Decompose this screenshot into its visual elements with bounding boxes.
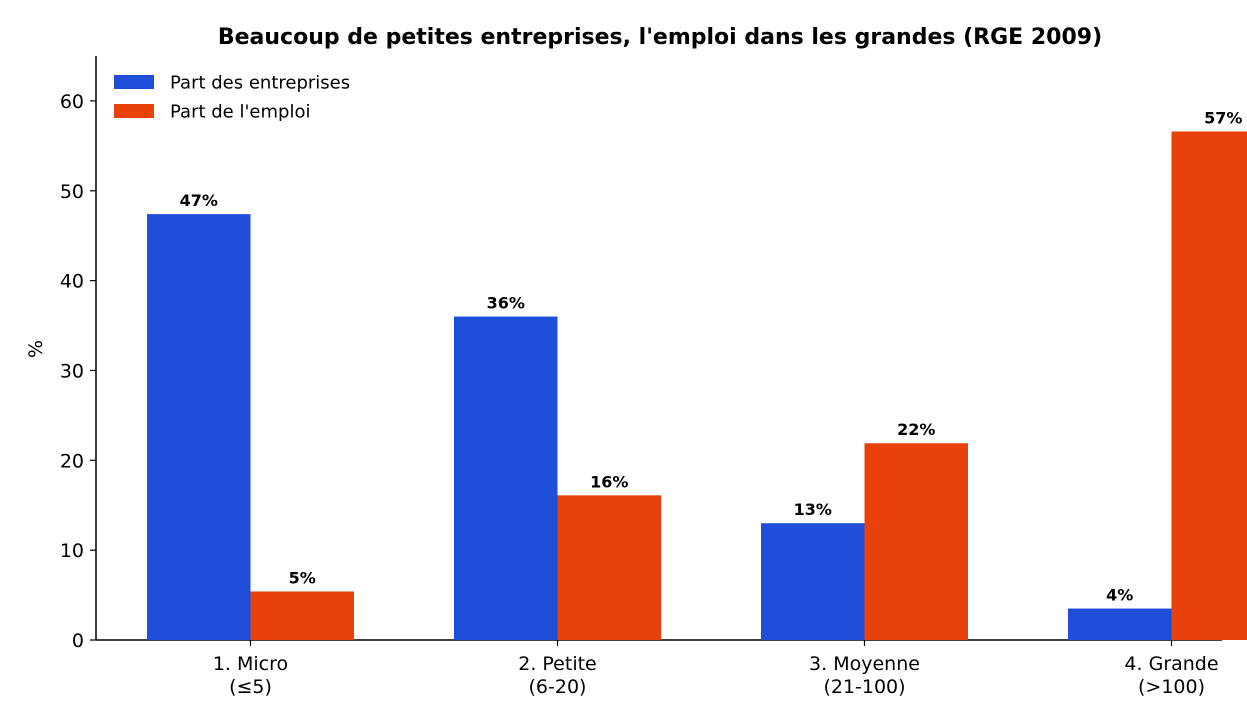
bar [1171,131,1247,640]
x-tick-label: 1. Micro [213,653,288,675]
bar [864,443,968,640]
bar-value-label: 5% [289,568,316,587]
y-tick-label: 60 [60,91,84,113]
legend-swatch [114,75,154,89]
legend-label: Part des entreprises [170,73,350,94]
x-tick-label: 4. Grande [1124,653,1218,675]
plot-area: 0 10 20 30 40 50 60 47% 5% 1. Micro(≤5) 36% 16% 2. P… [60,56,1247,698]
bar-value-label: 47% [180,191,218,210]
bar [557,495,661,640]
legend: Part des entreprises Part de l'emploi [114,73,350,123]
bar-value-label: 36% [487,294,525,313]
y-tick-label: 30 [60,360,84,382]
bar-value-label: 22% [897,420,935,439]
x-tick-label: (6-20) [529,676,587,698]
bar-value-label: 57% [1204,108,1242,127]
x-tick-label: (≤5) [229,676,272,698]
x-tick-label: 2. Petite [518,653,597,675]
bar [761,523,865,640]
y-tick-label: 0 [72,630,84,652]
bar [1068,608,1172,640]
x-tick-label: (21-100) [823,676,905,698]
bar-value-label: 16% [590,472,628,491]
y-tick-label: 20 [60,450,84,472]
bar-value-label: 4% [1106,586,1133,605]
bar [454,316,558,640]
y-axis-label: % [25,340,47,358]
y-tick-label: 40 [60,271,84,293]
x-tick-label: 3. Moyenne [809,653,920,675]
bar-value-label: 13% [794,500,832,519]
chart-title: Beaucoup de petites entreprises, l'emplo… [218,25,1102,50]
bar [250,591,354,640]
legend-swatch [114,104,154,118]
bar [147,214,251,641]
legend-label: Part de l'emploi [170,102,310,123]
y-tick-label: 10 [60,540,84,562]
y-tick-label: 50 [60,181,84,203]
x-tick-label: (>100) [1138,676,1205,698]
